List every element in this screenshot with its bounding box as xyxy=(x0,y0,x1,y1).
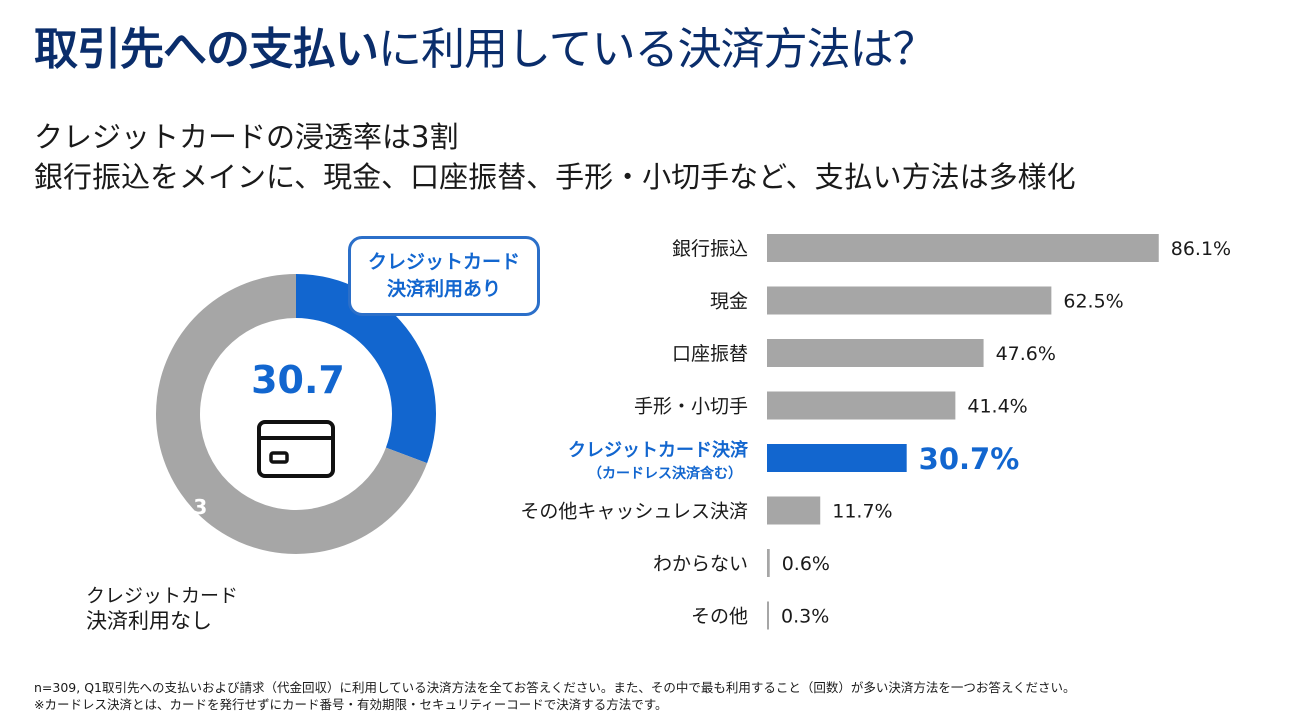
callout-card-used: クレジットカード 決済利用あり xyxy=(348,236,540,316)
bar-label-4: クレジットカード決済 xyxy=(568,439,749,461)
bar-0 xyxy=(767,234,1159,262)
bar-2 xyxy=(767,339,984,367)
bar-label-3: 手形・小切手 xyxy=(634,396,748,418)
bar-4 xyxy=(767,444,907,472)
bar-7 xyxy=(767,601,769,630)
subtitle-line2: 銀行振込をメインに、現金、口座振替、手形・小切手など、支払い方法は多様化 xyxy=(34,160,1076,194)
page-title: 取引先への支払いに利用している決済方法は？ xyxy=(34,22,937,78)
title-bold: 取引先への支払い xyxy=(34,24,379,75)
credit-card-icon xyxy=(257,420,335,478)
bar-value-label-2: 47.6% xyxy=(996,343,1056,365)
footnote-line1: n=309, Q1取引先への支払いおよび請求（代金回収）に利用している決済方法を… xyxy=(34,680,1076,695)
bar-value-label-5: 11.7% xyxy=(832,501,892,523)
bar-label-6: わからない xyxy=(653,553,748,575)
subtitle-line1: クレジットカードの浸透率は3割 xyxy=(34,120,459,154)
bar-label-0: 銀行振込 xyxy=(672,238,748,260)
bar-label-7: その他 xyxy=(691,606,748,628)
donut-chart xyxy=(156,274,437,554)
footnote-line2: ※カードレス決済とは、カードを発行せずにカード番号・有効期限・セキュリティーコー… xyxy=(34,697,668,712)
donut-other-value-label: 69.3 xyxy=(158,495,208,519)
bar-5 xyxy=(767,496,821,525)
bar-label-5: その他キャッシュレス決済 xyxy=(520,501,748,523)
bar-value-label-6: 0.6% xyxy=(782,553,830,575)
nolabel-line2: 決済利用なし xyxy=(86,609,212,633)
bar-value-label-4: 30.7% xyxy=(919,442,1020,476)
donut-slice-used xyxy=(296,274,437,464)
bar-value-label-7: 0.3% xyxy=(781,606,829,628)
donut-value-label: 30.7 xyxy=(251,358,345,402)
callout-line1: クレジットカード xyxy=(367,251,520,273)
bar-value-label-0: 86.1% xyxy=(1171,238,1231,260)
bar-sublabel-4: （カードレス決済含む） xyxy=(588,465,742,482)
nolabel-line1: クレジットカード xyxy=(86,585,239,607)
bar-label-1: 現金 xyxy=(710,291,748,313)
bar-label-2: 口座振替 xyxy=(672,343,748,365)
bar-value-label-3: 41.4% xyxy=(967,396,1027,418)
donut-slice-not-used xyxy=(156,274,428,554)
bar-value-label-1: 62.5% xyxy=(1063,291,1123,313)
bar-6 xyxy=(767,549,770,577)
bar-3 xyxy=(767,391,956,420)
bar-1 xyxy=(767,286,1052,315)
label-card-not-used: クレジットカード 決済利用なし xyxy=(86,584,238,634)
callout-line2: 決済利用あり xyxy=(386,278,501,300)
title-rest: に利用している決済方法は？ xyxy=(378,24,937,75)
